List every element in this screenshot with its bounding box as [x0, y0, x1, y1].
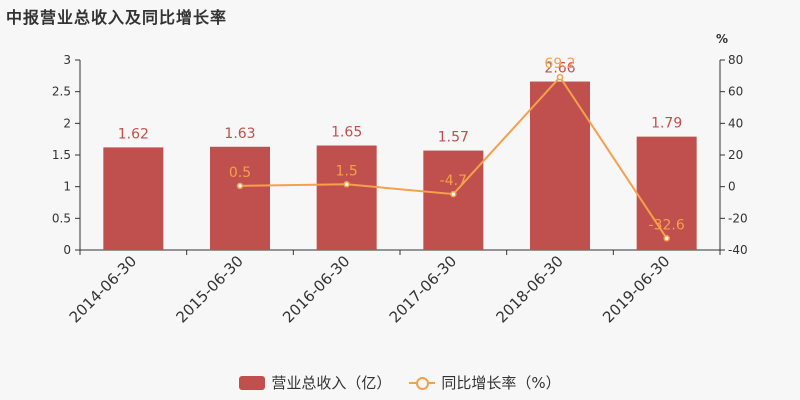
- right-tick-label: -20: [728, 211, 748, 225]
- x-tick-label: 2015-06-30: [172, 252, 246, 326]
- bar-value-label: 1.79: [651, 116, 682, 132]
- growth-value-label: -32.6: [649, 217, 685, 233]
- bar: [316, 145, 377, 250]
- right-axis-unit: %: [716, 32, 728, 46]
- legend-label-growth: 同比增长率（%）: [441, 374, 561, 392]
- left-tick-label: 1: [63, 180, 71, 194]
- bar-value-label: 1.57: [438, 130, 469, 146]
- bar-value-label: 1.62: [118, 126, 149, 142]
- chart-legend: 营业总收入（亿） 同比增长率（%）: [0, 372, 800, 393]
- legend-bar-swatch: [239, 375, 266, 390]
- x-tick-label: 2014-06-30: [66, 252, 140, 326]
- x-tick-label: 2016-06-30: [279, 252, 353, 326]
- left-tick-label: 2: [63, 116, 71, 130]
- right-tick-label: 20: [728, 148, 743, 162]
- bar: [530, 81, 590, 251]
- growth-point: [663, 235, 670, 242]
- growth-value-label: 0.5: [229, 165, 251, 181]
- bar: [210, 146, 270, 250]
- growth-value-label: 69.2: [544, 56, 575, 72]
- bar-value-label: 1.63: [224, 126, 255, 142]
- right-tick-label: 0: [728, 180, 736, 194]
- growth-point: [556, 73, 564, 81]
- x-tick-label: 2019-06-30: [599, 252, 673, 326]
- left-tick-label: 2.5: [52, 85, 71, 99]
- x-tick-label: 2017-06-30: [386, 252, 460, 326]
- right-tick-label: 40: [728, 116, 743, 130]
- x-tick-label: 2018-06-30: [492, 252, 566, 326]
- growth-point: [343, 181, 350, 188]
- bar-value-label: 1.65: [331, 125, 362, 141]
- left-tick-label: 3: [63, 53, 71, 67]
- legend-line-swatch: [409, 376, 436, 390]
- bar: [423, 150, 484, 250]
- growth-value-label: -4.7: [440, 173, 467, 189]
- growth-value-label: 1.5: [336, 163, 358, 179]
- right-tick-label: 80: [728, 53, 743, 67]
- growth-point: [236, 182, 244, 190]
- bar: [636, 136, 697, 250]
- left-tick-label: 0: [63, 243, 71, 257]
- left-tick-label: 1.5: [52, 148, 71, 162]
- legend-item-revenue[interactable]: 营业总收入（亿）: [239, 372, 391, 393]
- legend-item-growth[interactable]: 同比增长率（%）: [409, 372, 561, 393]
- left-tick-label: 0.5: [52, 211, 71, 225]
- bar-value-label: 2.66: [544, 61, 575, 77]
- growth-point: [450, 190, 457, 198]
- chart-title: 中报营业总收入及同比增长率: [6, 8, 228, 27]
- legend-label-revenue: 营业总收入（亿）: [271, 374, 392, 392]
- right-tick-label: 60: [728, 85, 743, 99]
- bar: [103, 147, 164, 250]
- right-tick-label: -40: [728, 243, 748, 257]
